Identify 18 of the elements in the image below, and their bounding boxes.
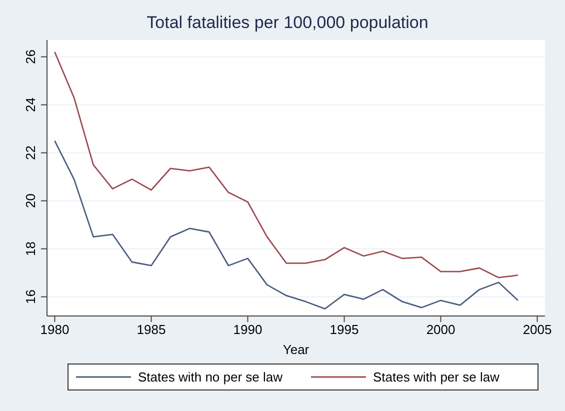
x-tick-label: 1985: [136, 322, 166, 338]
legend-label: States with no per se law: [138, 370, 284, 385]
line-series: [54, 51, 519, 278]
y-tick-label: 24: [23, 98, 38, 112]
y-tick-label: 20: [23, 194, 38, 208]
y-tick-label: 16: [23, 290, 38, 304]
y-tick-label: 26: [23, 50, 38, 64]
y-tick-label: 22: [23, 146, 38, 160]
legend-label: States with per se law: [373, 370, 500, 385]
y-tick-label: 18: [23, 242, 38, 256]
chart-title: Total fatalities per 100,000 population: [146, 13, 428, 32]
x-axis-title: Year: [282, 342, 310, 357]
x-tick-label: 1995: [330, 322, 359, 338]
x-tick-label: 2000: [426, 322, 456, 338]
x-tick-label: 2005: [522, 322, 552, 338]
line-series: [54, 140, 519, 310]
x-tick-label: 1990: [233, 322, 262, 338]
x-tick-label: 1980: [40, 322, 70, 338]
